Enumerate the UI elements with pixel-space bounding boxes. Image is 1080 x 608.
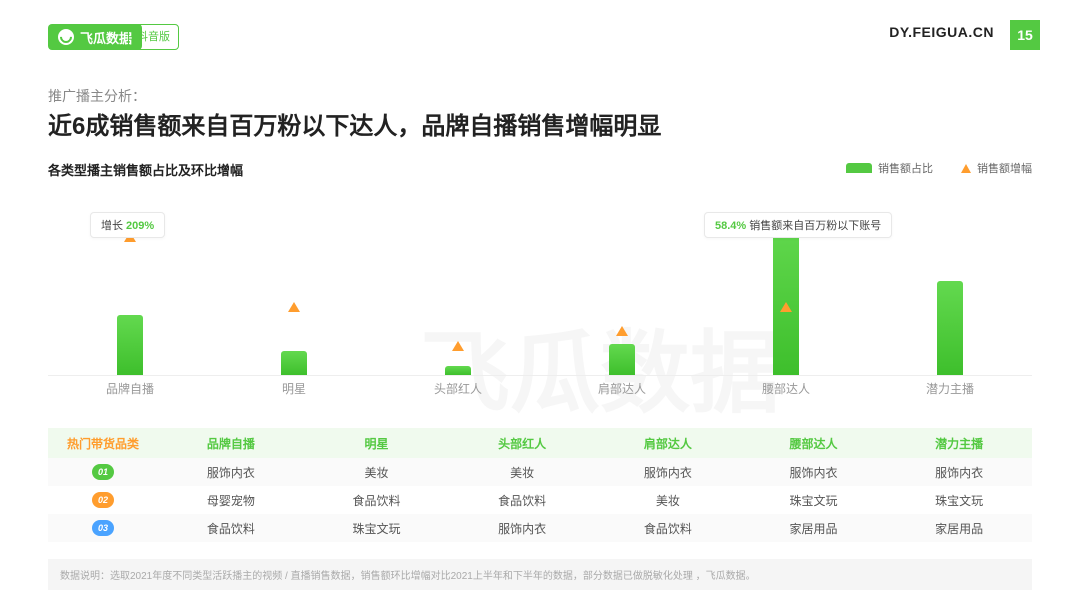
- x-axis-label: 品牌自播: [106, 380, 154, 397]
- table-cell: 服饰内衣: [886, 464, 1032, 481]
- table-cell: 珠宝文玩: [304, 520, 450, 537]
- table-cell: 家居用品: [741, 520, 887, 537]
- footnote: 数据说明：选取2021年度不同类型活跃播主的视频 / 直播销售数据，销售额环比增…: [48, 559, 1032, 590]
- table-head: 热门带货品类品牌自播明星头部红人肩部达人腰部达人潜力主播: [48, 428, 1032, 458]
- x-axis-label: 潜力主播: [926, 380, 974, 397]
- chart-slot: 品牌自播: [48, 218, 212, 375]
- table-head-cell: 潜力主播: [886, 435, 1032, 452]
- table-cell: 服饰内衣: [595, 464, 741, 481]
- table-head-cell: 肩部达人: [595, 435, 741, 452]
- section-label: 推广播主分析：: [48, 86, 146, 106]
- table-cell: 食品饮料: [449, 492, 595, 509]
- page-number: 15: [1010, 20, 1040, 50]
- rank-badge: 01: [92, 464, 114, 480]
- x-axis-label: 肩部达人: [598, 380, 646, 397]
- table-row: 03食品饮料珠宝文玩服饰内衣食品饮料家居用品家居用品: [48, 514, 1032, 542]
- chart-slot: 腰部达人: [704, 218, 868, 375]
- callout-prefix: 增长: [101, 220, 126, 232]
- chart-bar: [281, 351, 307, 375]
- sub-badge: 抖音版: [128, 24, 179, 50]
- table-cell: 食品饮料: [158, 520, 304, 537]
- rank-cell: 03: [48, 520, 158, 536]
- chart-slot: 头部红人: [376, 218, 540, 375]
- chart-bar: [609, 344, 635, 375]
- chart-slot: 潜力主播: [868, 218, 1032, 375]
- table-cell: 食品饮料: [304, 492, 450, 509]
- table-cell: 家居用品: [886, 520, 1032, 537]
- legend: 销售额占比 销售额增幅: [846, 160, 1032, 176]
- logo-text: 飞瓜数据: [80, 28, 132, 47]
- chart-slot: 肩部达人: [540, 218, 704, 375]
- table-cell: 服饰内衣: [449, 520, 595, 537]
- legend-bar-label: 销售额占比: [878, 160, 933, 176]
- x-axis-label: 明星: [282, 380, 306, 397]
- chart-bar: [445, 366, 471, 375]
- legend-tri-label: 销售额增幅: [977, 160, 1032, 176]
- table-row: 01服饰内衣美妆美妆服饰内衣服饰内衣服饰内衣: [48, 458, 1032, 486]
- x-axis-label: 腰部达人: [762, 380, 810, 397]
- x-axis-label: 头部红人: [434, 380, 482, 397]
- growth-marker-icon: [780, 302, 792, 312]
- growth-marker-icon: [288, 302, 300, 312]
- legend-item-tri: 销售额增幅: [961, 160, 1032, 176]
- table-head-cell: 明星: [304, 435, 450, 452]
- page-title: 近6成销售额来自百万粉以下达人，品牌自播销售增幅明显: [48, 106, 661, 141]
- table-cell: 食品饮料: [595, 520, 741, 537]
- rank-badge: 03: [92, 520, 114, 536]
- table-cell: 美妆: [449, 464, 595, 481]
- chart-plot: 品牌自播明星头部红人肩部达人腰部达人潜力主播 增长 209% 58.4% 销售额来自…: [48, 218, 1032, 376]
- table-head-first: 热门带货品类: [48, 435, 158, 452]
- table-row: 02母婴宠物食品饮料食品饮料美妆珠宝文玩珠宝文玩: [48, 486, 1032, 514]
- chart-bar: [937, 281, 963, 375]
- table-cell: 母婴宠物: [158, 492, 304, 509]
- callout-suffix: 销售额来自百万粉以下账号: [746, 220, 881, 232]
- table-head-cell: 品牌自播: [158, 435, 304, 452]
- chart-bar: [773, 218, 799, 375]
- callout-highlight: 209%: [126, 220, 154, 232]
- legend-swatch-triangle: [961, 164, 971, 173]
- table-cell: 珠宝文玩: [741, 492, 887, 509]
- chart-callout: 增长 209%: [90, 212, 165, 238]
- table-cell: 服饰内衣: [741, 464, 887, 481]
- table-head-cell: 腰部达人: [741, 435, 887, 452]
- legend-item-bar: 销售额占比: [846, 160, 933, 176]
- table-cell: 美妆: [304, 464, 450, 481]
- rank-cell: 02: [48, 492, 158, 508]
- logo-icon: [58, 29, 74, 45]
- callout-highlight: 58.4%: [715, 220, 746, 232]
- rank-badge: 02: [92, 492, 114, 508]
- table-head-cell: 头部红人: [449, 435, 595, 452]
- chart-subtitle: 各类型播主销售额占比及环比增幅: [48, 160, 243, 179]
- table-cell: 美妆: [595, 492, 741, 509]
- header-url: DY.FEIGUA.CN: [889, 24, 994, 40]
- table-cell: 珠宝文玩: [886, 492, 1032, 509]
- category-table: 热门带货品类品牌自播明星头部红人肩部达人腰部达人潜力主播01服饰内衣美妆美妆服饰…: [48, 428, 1032, 542]
- growth-marker-icon: [452, 341, 464, 351]
- legend-swatch-bar: [846, 163, 872, 173]
- chart-callout: 58.4% 销售额来自百万粉以下账号: [704, 212, 892, 238]
- chart: 品牌自播明星头部红人肩部达人腰部达人潜力主播增长 209%58.4% 销售额来自…: [48, 200, 1032, 400]
- rank-cell: 01: [48, 464, 158, 480]
- growth-marker-icon: [616, 326, 628, 336]
- table-cell: 服饰内衣: [158, 464, 304, 481]
- chart-slot: 明星: [212, 218, 376, 375]
- slide: 飞瓜数据 抖音版 DY.FEIGUA.CN 15 推广播主分析： 近6成销售额来…: [0, 0, 1080, 608]
- chart-bar: [117, 315, 143, 375]
